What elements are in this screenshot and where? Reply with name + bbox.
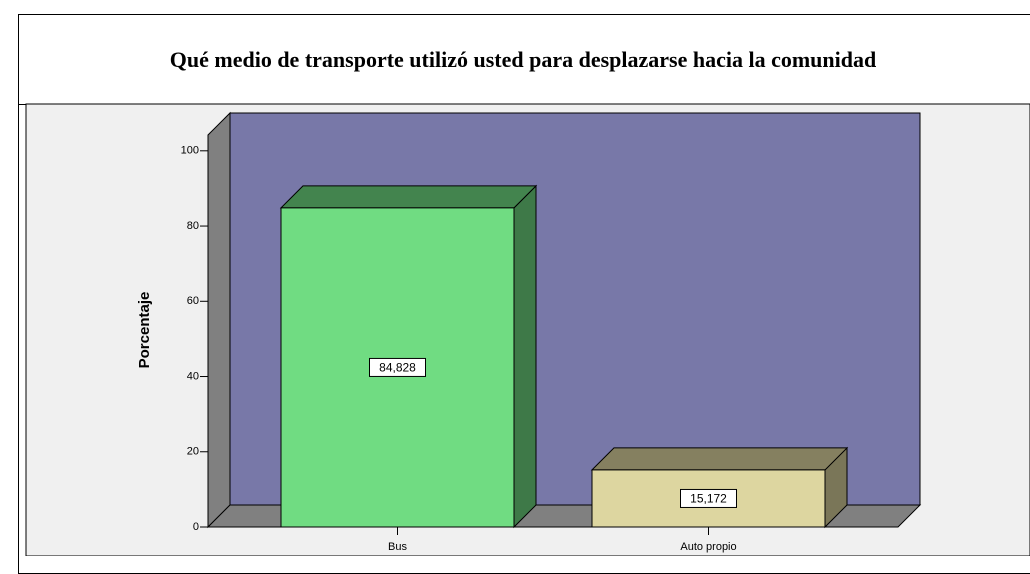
y-tick-label: 80	[187, 220, 199, 232]
value-label: 84,828	[379, 361, 416, 375]
y-tick-label: 40	[187, 370, 199, 382]
y-axis-label: Porcentaje	[136, 292, 153, 369]
value-label: 15,172	[690, 492, 727, 506]
x-tick-label: Bus	[388, 541, 407, 553]
y-tick-label: 100	[181, 145, 199, 157]
bar-top	[279, 185, 538, 209]
x-tick-label: Auto propio	[680, 541, 736, 553]
left-wall	[207, 111, 231, 529]
bar-top	[590, 447, 849, 471]
y-tick-label: 20	[187, 446, 199, 458]
page: Qué medio de transporte utilizó usted pa…	[18, 14, 1030, 574]
value-label-box	[369, 357, 426, 377]
chart: Porcentaje 0 20 40 60 80 100 84,828 Bus 15,172 Au…	[25, 103, 1030, 556]
bar-side	[513, 184, 537, 529]
y-tick-label: 0	[193, 521, 199, 533]
value-label-box	[680, 488, 737, 508]
y-tick-label: 60	[187, 295, 199, 307]
